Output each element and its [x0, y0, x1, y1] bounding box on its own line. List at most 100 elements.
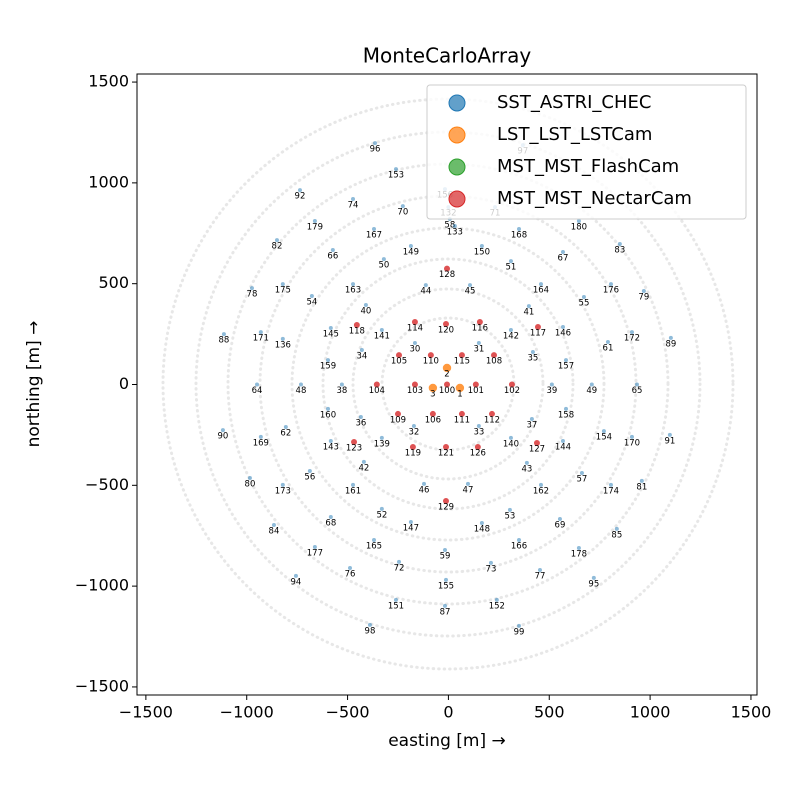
chart-title: MonteCarloArray [363, 44, 532, 68]
point [591, 575, 596, 580]
point [601, 429, 606, 434]
point [274, 238, 279, 243]
x-tick-label: 1000 [630, 703, 671, 722]
point [537, 567, 542, 572]
point-label: 115 [454, 357, 470, 367]
point-label: 155 [438, 581, 454, 591]
point-label: 178 [571, 550, 587, 560]
point [442, 444, 449, 451]
point [358, 414, 363, 419]
point [351, 438, 358, 445]
point-label: 69 [555, 520, 566, 530]
point-label: 179 [307, 222, 323, 232]
point [667, 432, 672, 437]
point-label: 177 [307, 549, 323, 559]
point [608, 282, 613, 287]
point-label: 70 [397, 208, 408, 218]
point [476, 424, 481, 429]
point [490, 352, 497, 359]
point [576, 546, 581, 551]
point [429, 410, 436, 417]
point [411, 318, 418, 325]
point-label: 143 [323, 442, 339, 452]
point-label: 3 [430, 389, 435, 399]
point-label: 172 [624, 334, 640, 344]
point-label: 151 [388, 601, 404, 611]
point [560, 250, 565, 255]
point [479, 243, 484, 248]
point-label: 167 [366, 231, 382, 241]
point-label: 61 [603, 343, 614, 353]
point-label: 73 [486, 564, 497, 574]
y-tick-label: −1000 [75, 576, 129, 595]
point [258, 434, 263, 439]
y-tick-label: 1000 [88, 172, 129, 191]
point-label: 117 [530, 329, 546, 339]
layout-ring [351, 287, 545, 481]
point-label: 146 [555, 329, 571, 339]
point-label: 78 [247, 290, 258, 300]
point [280, 482, 285, 487]
x-tick-label: −500 [326, 703, 370, 722]
point-label: 49 [586, 386, 597, 396]
point [608, 482, 613, 487]
legend-label: SST_ASTRI_CHEC [497, 92, 651, 113]
point-label: 136 [275, 340, 291, 350]
point-label: 68 [325, 518, 336, 528]
point [472, 381, 479, 388]
point [614, 526, 619, 531]
point [444, 381, 450, 388]
point [476, 318, 483, 325]
point-label: 44 [420, 287, 431, 297]
point-label: 50 [378, 261, 389, 271]
point-label: 81 [636, 482, 647, 492]
point [379, 506, 384, 511]
point-label: 129 [438, 503, 454, 513]
point-label: 43 [521, 464, 532, 474]
point-label: 92 [295, 192, 306, 202]
point-label: 37 [526, 420, 537, 430]
legend-marker [448, 190, 466, 208]
point-label: 2 [444, 369, 449, 379]
point-label: 82 [272, 242, 283, 252]
point [283, 425, 288, 430]
point [394, 410, 401, 417]
point-label: 116 [472, 323, 488, 333]
point [634, 382, 639, 387]
point-label: 112 [484, 415, 500, 425]
point-label: 157 [558, 362, 574, 372]
point-label: 91 [664, 436, 675, 446]
point [455, 383, 465, 393]
point-label: 147 [403, 524, 419, 534]
point-label: 59 [440, 552, 451, 562]
point-label: 101 [468, 386, 484, 396]
point-label: 72 [394, 563, 405, 573]
point-label: 1 [457, 389, 462, 399]
point-label: 45 [465, 287, 476, 297]
point-label: 67 [558, 254, 569, 264]
point-label: 55 [579, 298, 590, 308]
point [312, 218, 317, 223]
point [452, 224, 457, 229]
point-label: 74 [348, 201, 359, 211]
point [529, 416, 534, 421]
point-label: 118 [349, 327, 365, 337]
point [579, 471, 584, 476]
point [605, 339, 610, 344]
y-tick-label: 500 [98, 273, 129, 292]
point [249, 286, 254, 291]
point-label: 175 [275, 286, 291, 296]
point-label: 161 [345, 486, 361, 496]
point-label: 94 [291, 577, 302, 587]
point [538, 482, 543, 487]
point-label: 121 [438, 449, 454, 459]
point [359, 348, 364, 353]
point [563, 358, 568, 363]
point-label: 42 [358, 463, 369, 473]
point-label: 176 [603, 286, 619, 296]
point-label: 144 [555, 442, 571, 452]
point [339, 382, 344, 387]
point-label: 85 [611, 530, 622, 540]
point-label: 160 [320, 410, 336, 420]
